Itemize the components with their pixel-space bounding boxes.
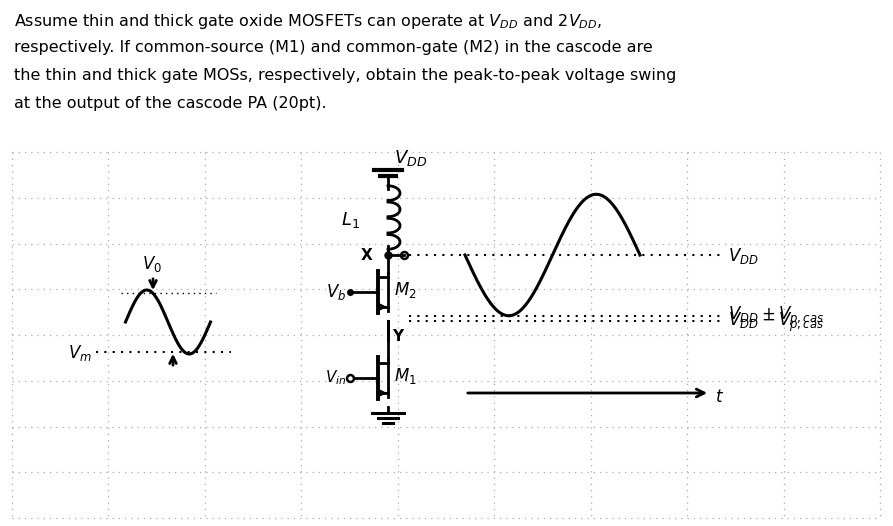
Text: Y: Y [392,329,403,344]
Text: $\mathit{V}_b$: $\mathit{V}_b$ [326,282,346,302]
Text: X: X [360,248,372,264]
Text: $\mathit{V}_{DD}+\mathit{V}_{p,cas}$: $\mathit{V}_{DD}+\mathit{V}_{p,cas}$ [728,305,824,328]
Text: the thin and thick gate MOSs, respectively, obtain the peak-to-peak voltage swin: the thin and thick gate MOSs, respective… [14,68,676,83]
Text: $\mathit{V}_{DD}$: $\mathit{V}_{DD}$ [394,148,427,168]
Text: $\mathit{V}_0$: $\mathit{V}_0$ [142,254,162,274]
Text: $\mathit{M}_2$: $\mathit{M}_2$ [394,280,417,300]
Text: at the output of the cascode PA (20pt).: at the output of the cascode PA (20pt). [14,96,327,111]
Text: $\mathit{L}_1$: $\mathit{L}_1$ [341,209,360,229]
Text: $\mathit{V}_{in}$: $\mathit{V}_{in}$ [324,369,346,387]
Text: respectively. If common-source (M1) and common-gate (M2) in the cascode are: respectively. If common-source (M1) and … [14,40,653,55]
Text: $\mathit{V}_{DD}$: $\mathit{V}_{DD}$ [728,246,759,266]
Text: $\mathit{M}_1$: $\mathit{M}_1$ [394,366,417,386]
Text: $\mathit{t}$: $\mathit{t}$ [715,388,724,406]
Text: Assume thin and thick gate oxide MOSFETs can operate at $\mathit{V}_{DD}$ and $2: Assume thin and thick gate oxide MOSFETs… [14,12,602,31]
Text: $\mathit{V}_m$: $\mathit{V}_m$ [68,343,91,363]
Text: $\mathit{V}_{DD}-\mathit{V}_{p,cas}$: $\mathit{V}_{DD}-\mathit{V}_{p,cas}$ [728,310,824,333]
